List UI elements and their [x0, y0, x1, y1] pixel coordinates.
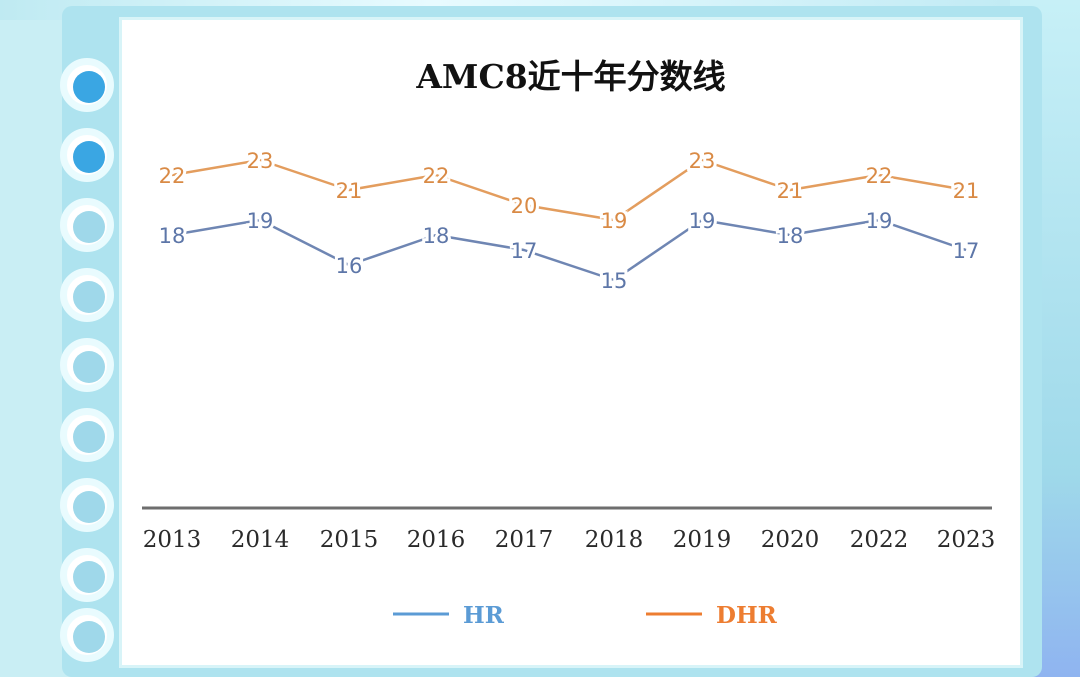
data-label: 18	[159, 224, 186, 248]
legend-label-dhr: DHR	[716, 602, 778, 629]
series-line-dhr	[171, 158, 967, 222]
binder-ring	[60, 478, 114, 532]
data-label: 19	[866, 209, 893, 233]
x-tick-label: 2013	[143, 527, 202, 553]
x-tick-label: 2023	[937, 527, 996, 553]
x-tick-label: 2017	[495, 527, 554, 553]
data-label: 18	[777, 224, 804, 248]
binder-ring	[60, 548, 114, 602]
data-label: 22	[866, 164, 893, 188]
binder-ring	[60, 198, 114, 252]
binder-ring	[60, 338, 114, 392]
binder-ring	[60, 128, 114, 182]
binder-ring	[60, 268, 114, 322]
data-label: 16	[336, 254, 363, 278]
x-tick-label: 2016	[407, 527, 466, 553]
x-tick-label: 2022	[850, 527, 909, 553]
chart-paper	[122, 20, 1020, 665]
data-label: 19	[247, 209, 274, 233]
data-label: 23	[247, 149, 274, 173]
data-label: 23	[689, 149, 716, 173]
data-label: 21	[777, 179, 804, 203]
binder-ring	[60, 408, 114, 462]
data-label: 18	[423, 224, 450, 248]
data-label: 17	[953, 239, 980, 263]
data-label: 21	[336, 179, 363, 203]
data-label: 19	[601, 209, 628, 233]
legend-label-hr: HR	[463, 602, 505, 629]
x-tick-label: 2020	[761, 527, 820, 553]
chart-title: AMC8近十年分数线	[416, 57, 726, 96]
data-label: 17	[511, 239, 538, 263]
x-tick-label: 2015	[320, 527, 379, 553]
x-tick-label: 2019	[673, 527, 732, 553]
data-label: 15	[601, 269, 628, 293]
series-line-hr	[171, 218, 967, 282]
x-tick-label: 2018	[585, 527, 644, 553]
x-tick-label: 2014	[231, 527, 290, 553]
binder-ring	[60, 58, 114, 112]
data-label: 19	[689, 209, 716, 233]
data-label: 21	[953, 179, 980, 203]
data-label: 22	[159, 164, 186, 188]
data-label: 20	[511, 194, 538, 218]
binder-ring	[60, 608, 114, 662]
data-label: 22	[423, 164, 450, 188]
